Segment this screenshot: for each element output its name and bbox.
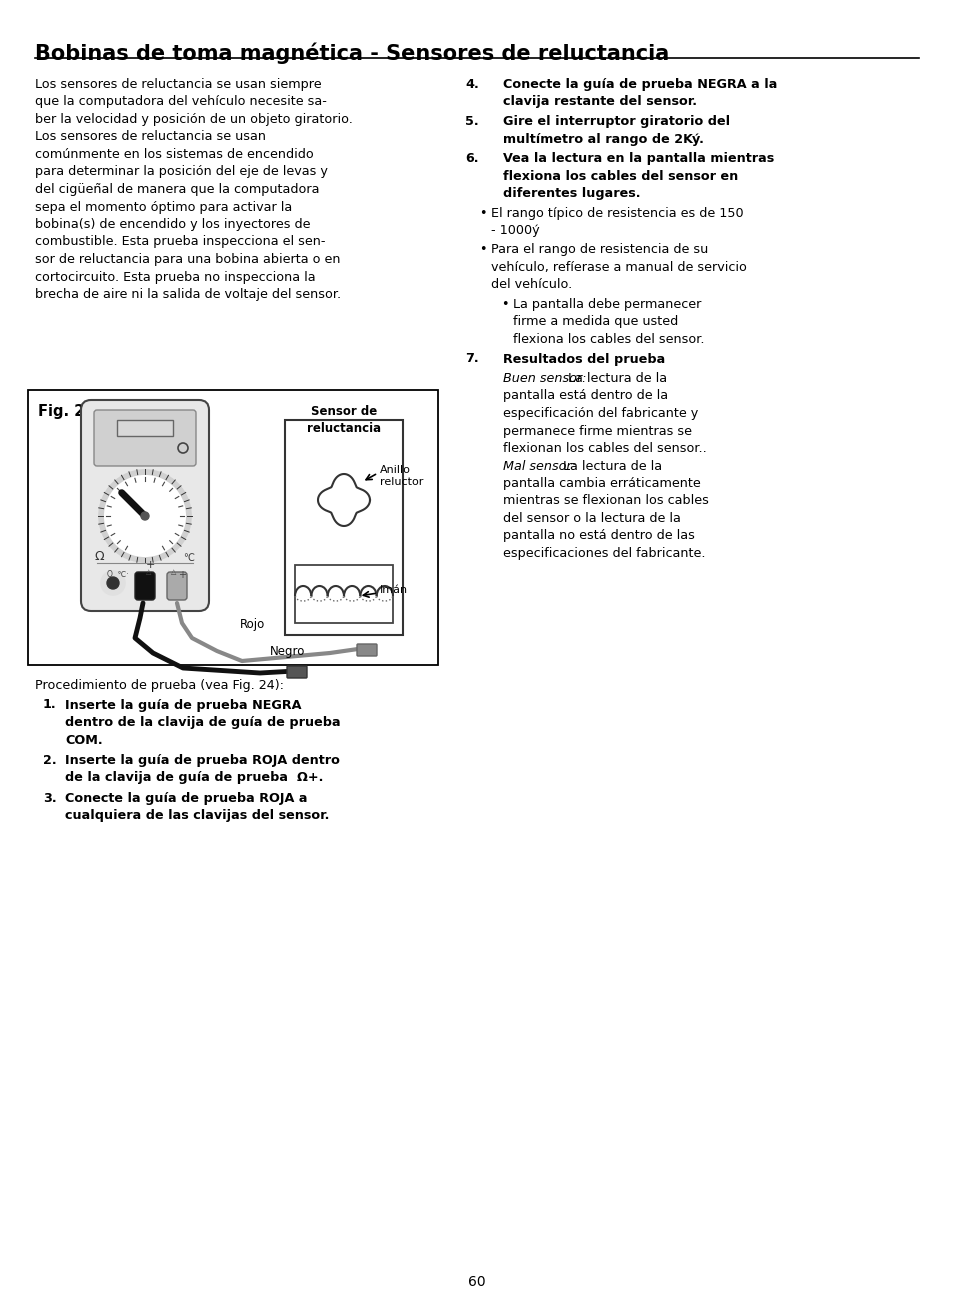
Text: pantalla está dentro de la: pantalla está dentro de la (502, 389, 667, 402)
Text: pantalla no está dentro de las: pantalla no está dentro de las (502, 530, 694, 543)
FancyBboxPatch shape (287, 666, 307, 678)
Text: Inserte la guía de prueba NEGRA: Inserte la guía de prueba NEGRA (65, 699, 301, 712)
Text: •: • (478, 207, 486, 220)
Text: ber la velocidad y posición de un objeto giratorio.: ber la velocidad y posición de un objeto… (35, 113, 353, 126)
Text: Fig. 24: Fig. 24 (38, 405, 94, 419)
Text: de la clavija de guía de prueba  Ω+.: de la clavija de guía de prueba Ω+. (65, 771, 323, 785)
Text: del cigüeñal de manera que la computadora: del cigüeñal de manera que la computado… (35, 183, 319, 196)
Text: Negro: Negro (270, 645, 305, 658)
Circle shape (105, 476, 185, 556)
Text: La lectura de la: La lectura de la (558, 459, 661, 472)
Text: permanece firme mientras se: permanece firme mientras se (502, 424, 691, 437)
Text: Conecte la guía de prueba NEGRA a la: Conecte la guía de prueba NEGRA a la (502, 78, 777, 91)
Circle shape (99, 470, 191, 562)
Text: clavija restante del sensor.: clavija restante del sensor. (502, 95, 697, 108)
Text: La pantalla debe permanecer: La pantalla debe permanecer (513, 298, 700, 311)
Circle shape (335, 490, 353, 509)
Text: Resultados del prueba: Resultados del prueba (502, 353, 664, 366)
Text: 6.: 6. (464, 152, 478, 165)
Text: Vea la lectura en la pantalla mientras: Vea la lectura en la pantalla mientras (502, 152, 774, 165)
Text: del vehículo.: del vehículo. (491, 278, 572, 291)
Text: especificación del fabricante y: especificación del fabricante y (502, 407, 698, 420)
Text: +: + (178, 570, 186, 580)
Text: Mal sensor:: Mal sensor: (502, 459, 576, 472)
Bar (294, 565, 393, 623)
Text: •: • (500, 298, 508, 311)
Text: Conecte la guía de prueba ROJA a: Conecte la guía de prueba ROJA a (65, 792, 307, 805)
Circle shape (101, 571, 125, 595)
Text: La lectura de la: La lectura de la (563, 372, 667, 385)
Text: △: △ (146, 569, 152, 575)
Text: sepa el momento óptimo para activar la: sepa el momento óptimo para activar la (35, 200, 292, 213)
Text: Los sensores de reluctancia se usan siempre: Los sensores de reluctancia se usan siem… (35, 78, 321, 91)
Text: brecha de aire ni la salida de voltaje del sensor.: brecha de aire ni la salida de voltaje d… (35, 288, 341, 301)
Text: 2.: 2. (43, 755, 56, 768)
Text: •: • (478, 243, 486, 256)
FancyBboxPatch shape (356, 644, 376, 656)
Text: Para el rango de resistencia de su: Para el rango de resistencia de su (491, 243, 707, 256)
Text: COM.: COM. (65, 734, 103, 747)
Text: cortocircuito. Esta prueba no inspecciona la: cortocircuito. Esta prueba no inspeccion… (35, 271, 315, 284)
Text: dentro de la clavija de guía de prueba: dentro de la clavija de guía de prueba (65, 716, 340, 729)
Text: Bobinas de toma magnética - Sensores de reluctancia: Bobinas de toma magnética - Sensores de … (35, 42, 669, 64)
Text: 60: 60 (468, 1275, 485, 1289)
Text: Ω: Ω (95, 550, 105, 563)
Text: Procedimiento de prueba (vea Fig. 24):: Procedimiento de prueba (vea Fig. 24): (35, 679, 284, 692)
Circle shape (107, 578, 119, 589)
Text: Imán: Imán (379, 585, 408, 595)
Text: Anillo
reluctor: Anillo reluctor (379, 464, 423, 488)
Text: para determinar la posición del eje de levas y: para determinar la posición del eje de l… (35, 165, 328, 178)
Text: O  ℃·: O ℃· (107, 570, 129, 579)
Text: firme a medida que usted: firme a medida que usted (513, 316, 678, 328)
FancyBboxPatch shape (167, 572, 187, 600)
Text: 5.: 5. (464, 114, 478, 127)
Text: mientras se flexionan los cables: mientras se flexionan los cables (502, 494, 708, 507)
Text: Sensor de
reluctancia: Sensor de reluctancia (307, 405, 380, 435)
Text: Los sensores de reluctancia se usan: Los sensores de reluctancia se usan (35, 130, 266, 143)
Text: 1.: 1. (43, 699, 56, 712)
Text: ℃: ℃ (183, 553, 193, 563)
Text: cualquiera de las clavijas del sensor.: cualquiera de las clavijas del sensor. (65, 809, 329, 822)
Text: Gire el interruptor giratorio del: Gire el interruptor giratorio del (502, 114, 729, 127)
Text: flexionan los cables del sensor..: flexionan los cables del sensor.. (502, 442, 706, 455)
Text: que la computadora del vehículo necesite sa-: que la computadora del vehículo necesite… (35, 95, 327, 108)
FancyBboxPatch shape (81, 399, 209, 611)
Text: +: + (145, 559, 154, 570)
Text: bobina(s) de encendido y los inyectores de: bobina(s) de encendido y los inyectores … (35, 219, 310, 232)
Text: combustible. Esta prueba inspecciona el sen-: combustible. Esta prueba inspecciona el … (35, 235, 325, 248)
Text: flexiona los cables del sensor en: flexiona los cables del sensor en (502, 169, 738, 182)
Circle shape (141, 513, 149, 520)
Bar (285, 420, 402, 635)
Text: multímetro al rango de 2Ký.: multímetro al rango de 2Ký. (502, 133, 703, 146)
Text: El rango típico de resistencia es de 150: El rango típico de resistencia es de 150 (491, 207, 742, 220)
Text: 3.: 3. (43, 792, 56, 805)
Text: △: △ (171, 569, 176, 575)
Text: sor de reluctancia para una bobina abierta o en: sor de reluctancia para una bobina abier… (35, 252, 340, 265)
Polygon shape (317, 474, 370, 526)
Text: pantalla cambia erráticamente: pantalla cambia erráticamente (502, 477, 700, 490)
Bar (28, 390, 437, 665)
Text: diferentes lugares.: diferentes lugares. (502, 187, 639, 200)
Text: Rojo: Rojo (240, 618, 265, 631)
Text: Buen sensor:: Buen sensor: (502, 372, 586, 385)
Text: flexiona los cables del sensor.: flexiona los cables del sensor. (513, 333, 703, 346)
Text: 4.: 4. (464, 78, 478, 91)
Text: vehículo, refíerase a manual de servicio: vehículo, refíerase a manual de servicio (491, 262, 746, 275)
FancyBboxPatch shape (94, 410, 195, 466)
Text: especificaciones del fabricante.: especificaciones del fabricante. (502, 546, 705, 559)
FancyBboxPatch shape (135, 572, 154, 600)
Text: Inserte la guía de prueba ROJA dentro: Inserte la guía de prueba ROJA dentro (65, 755, 339, 768)
Text: - 1000ý: - 1000ý (491, 224, 539, 237)
Bar (117, 420, 172, 436)
Text: del sensor o la lectura de la: del sensor o la lectura de la (502, 513, 680, 526)
Text: comúnmente en los sistemas de encendido: comúnmente en los sistemas de encendido (35, 148, 314, 161)
Text: 7.: 7. (464, 353, 478, 366)
